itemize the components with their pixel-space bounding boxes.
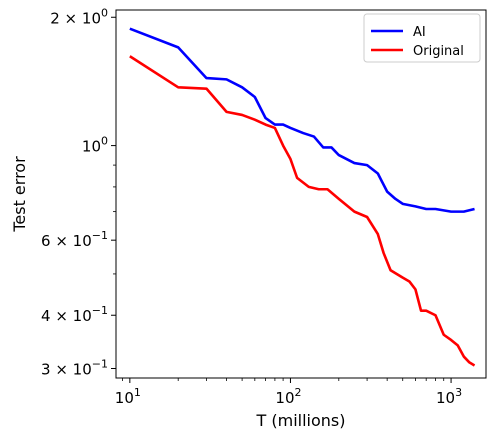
y-tick-label: 2 × 100 (50, 6, 108, 27)
legend-label-original: Original (413, 44, 464, 59)
x-tick-label: 101 (115, 386, 141, 407)
series-line-ai (129, 27, 475, 213)
y-axis-label: Test error (10, 156, 29, 233)
y-tick-label: 4 × 10−1 (41, 304, 108, 325)
legend-label-ai: AI (413, 25, 426, 40)
legend: AI Original (363, 13, 481, 63)
plot-frame (115, 9, 487, 379)
y-tick-label: 6 × 10−1 (41, 229, 108, 250)
x-tick-label: 102 (275, 386, 301, 407)
series-lines (129, 27, 476, 367)
y-tick-label: 3 × 10−1 (41, 358, 108, 379)
x-tick-label: 103 (436, 386, 462, 407)
x-axis-label: T (millions) (256, 411, 346, 430)
ticks: 101 102 103 2 × 100 100 6 × 10−1 4 × 10−1 3 × 1… (41, 6, 462, 407)
series-line-original (129, 55, 476, 367)
y-tick-label: 100 (82, 135, 108, 156)
